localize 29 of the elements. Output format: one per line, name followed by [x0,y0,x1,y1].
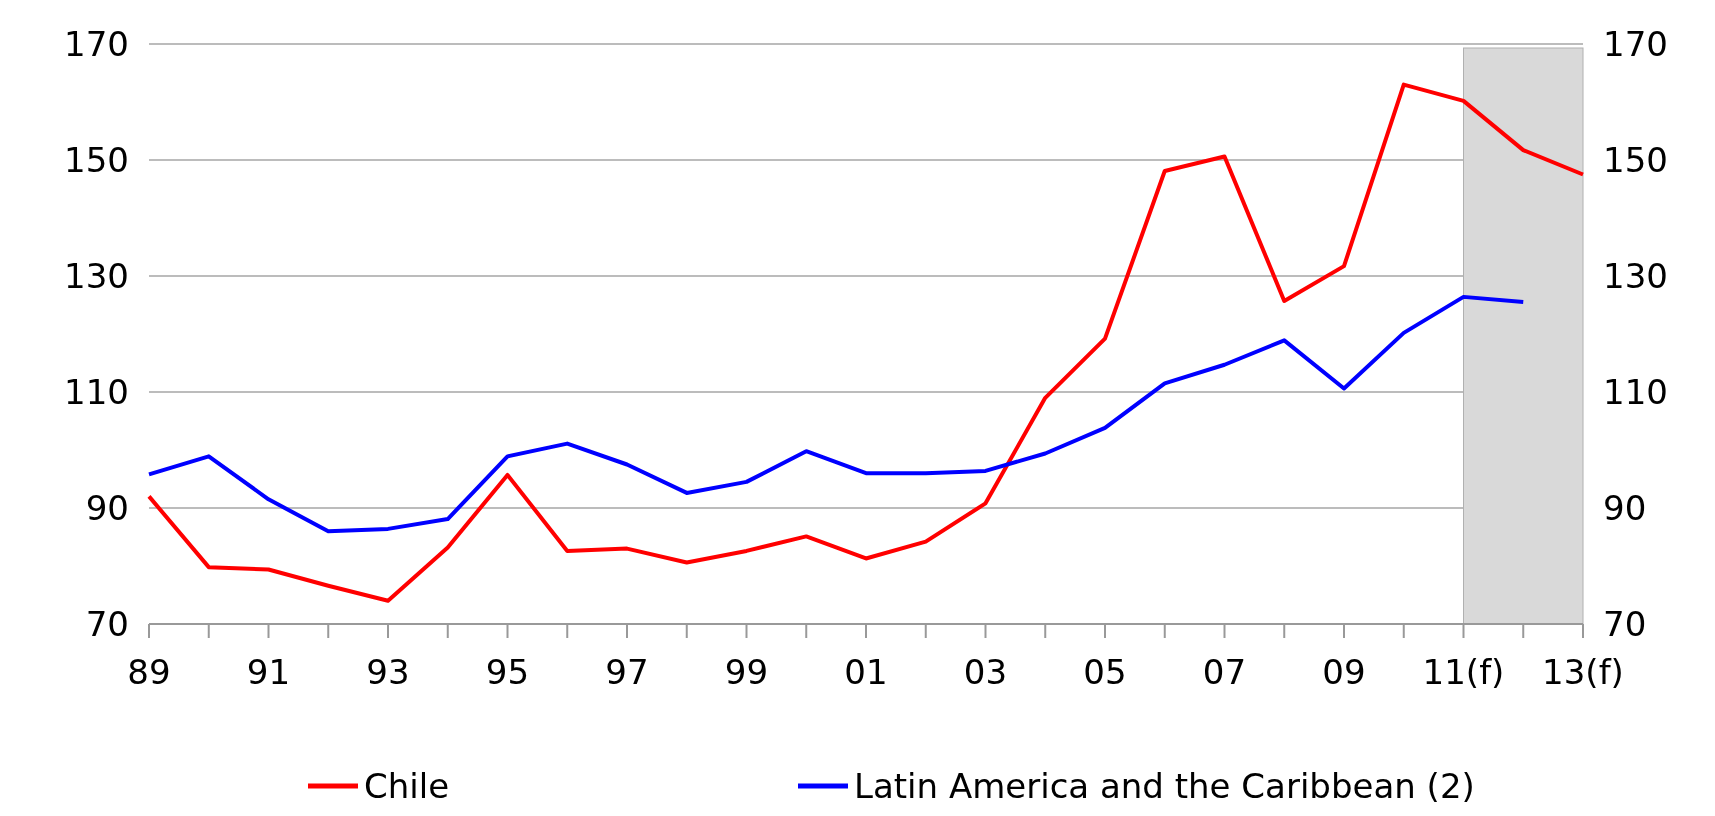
y2-tick-label: 130 [1603,256,1668,296]
line-series [147,82,1585,603]
y2-tick-label: 170 [1603,24,1668,64]
x-tick-label: 93 [366,652,410,692]
y-tick-label: 130 [64,256,129,296]
x-tick-label: 99 [724,652,769,692]
y-tick-label: 90 [85,488,129,528]
y-tick-label: 70 [85,604,129,644]
legend-label: Latin America and the Caribbean (2) [854,766,1475,806]
line-series [147,294,1526,534]
y2-tick-label: 90 [1603,488,1647,528]
x-tick-label: 11(f) [1422,652,1505,692]
y2-tick-label: 150 [1603,140,1668,180]
legend-label: Chile [364,766,450,806]
x-tick-label: 01 [844,652,888,692]
x-tick-label: 09 [1322,652,1366,692]
x-tick-label: 05 [1083,652,1127,692]
y2-tick-label: 70 [1603,604,1647,644]
x-tick-label: 13(f) [1542,652,1624,692]
y2-tick-label: 110 [1603,372,1668,412]
y-tick-label: 170 [64,24,129,64]
x-tick-label: 91 [246,652,291,692]
y-tick-label: 150 [64,140,129,180]
x-tick-label: 95 [485,652,530,692]
x-tick-label: 07 [1202,652,1247,692]
x-tick-label: 03 [963,652,1008,692]
y-tick-label: 110 [64,372,129,412]
x-tick-label: 89 [127,652,171,692]
x-tick-label: 97 [605,652,649,692]
